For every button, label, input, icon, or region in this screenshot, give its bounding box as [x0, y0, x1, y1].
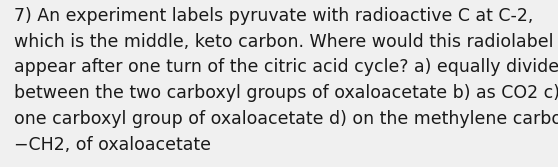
Text: one carboxyl group of oxaloacetate d) on the methylene carbon,: one carboxyl group of oxaloacetate d) on…	[14, 110, 558, 128]
Text: −CH2, of oxaloacetate: −CH2, of oxaloacetate	[14, 136, 211, 154]
Text: between the two carboxyl groups of oxaloacetate b) as CO2 c) in: between the two carboxyl groups of oxalo…	[14, 84, 558, 102]
Text: appear after one turn of the citric acid cycle? a) equally divided: appear after one turn of the citric acid…	[14, 58, 558, 76]
Text: which is the middle, keto carbon. Where would this radiolabel: which is the middle, keto carbon. Where …	[14, 33, 554, 51]
Text: 7) An experiment labels pyruvate with radioactive C at C-2,: 7) An experiment labels pyruvate with ra…	[14, 7, 533, 25]
